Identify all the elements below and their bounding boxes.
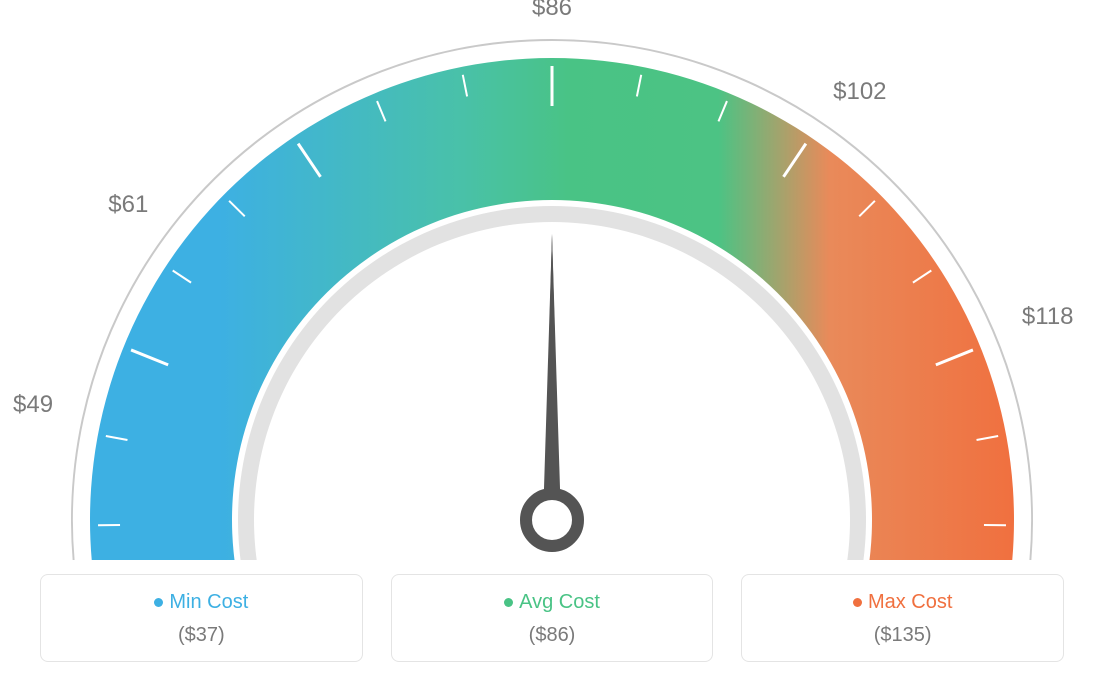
dot-icon-min (154, 598, 163, 607)
svg-text:$86: $86 (532, 0, 572, 21)
svg-text:$49: $49 (13, 391, 53, 418)
cost-gauge: $37$49$61$86$102$118$135 (0, 0, 1104, 560)
svg-text:$61: $61 (108, 191, 148, 218)
legend-title-avg: Avg Cost (402, 591, 703, 614)
legend-avg-value: ($86) (402, 624, 703, 647)
gauge-svg: $37$49$61$86$102$118$135 (0, 0, 1104, 560)
legend-max-label: Max Cost (868, 591, 952, 613)
legend-avg-label: Avg Cost (519, 591, 600, 613)
legend-title-max: Max Cost (752, 591, 1053, 614)
dot-icon-max (853, 598, 862, 607)
legend-card-max: Max Cost ($135) (741, 574, 1064, 662)
legend-card-avg: Avg Cost ($86) (391, 574, 714, 662)
legend-max-value: ($135) (752, 624, 1053, 647)
svg-text:$118: $118 (1022, 303, 1074, 330)
legend-card-min: Min Cost ($37) (40, 574, 363, 662)
svg-text:$102: $102 (833, 78, 886, 105)
legend-min-label: Min Cost (169, 591, 248, 613)
legend-min-value: ($37) (51, 624, 352, 647)
legend-title-min: Min Cost (51, 591, 352, 614)
legend-row: Min Cost ($37) Avg Cost ($86) Max Cost (… (0, 574, 1104, 662)
dot-icon-avg (504, 598, 513, 607)
